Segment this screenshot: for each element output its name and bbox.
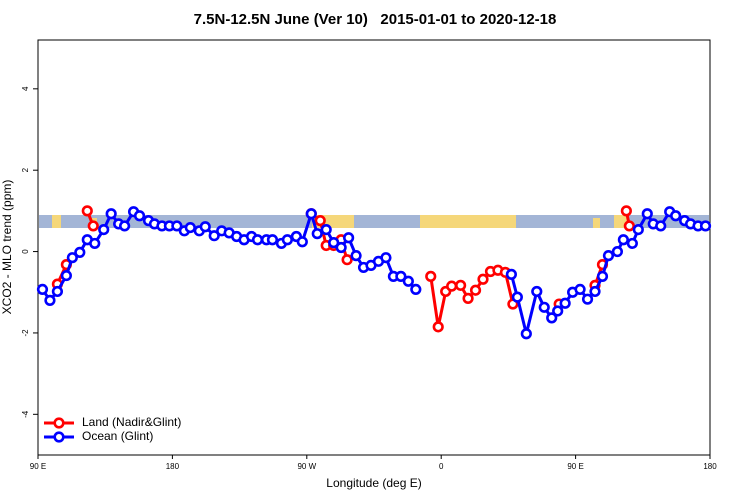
data-point	[380, 252, 392, 264]
data-point	[632, 223, 644, 236]
data-point	[505, 268, 517, 280]
data-point	[89, 237, 101, 250]
data-point	[589, 285, 601, 298]
data-point	[105, 208, 117, 220]
legend-label: Land (Nadir&Glint)	[82, 415, 181, 429]
data-point	[520, 328, 532, 340]
legend-marker	[53, 417, 65, 429]
data-point	[581, 293, 594, 305]
data-point	[36, 283, 49, 296]
data-point	[171, 220, 183, 232]
data-point	[602, 250, 615, 262]
land-band	[593, 218, 600, 228]
data-point	[596, 270, 609, 282]
data-point	[335, 241, 347, 254]
y-axis-label: XCO2 - MLO trend (ppm)	[0, 180, 14, 315]
data-point	[341, 254, 353, 266]
data-point	[446, 280, 458, 292]
data-point	[328, 237, 340, 249]
y-tick-label: 4	[21, 86, 30, 91]
data-point	[266, 234, 279, 246]
data-point	[81, 205, 93, 217]
data-point	[133, 210, 146, 222]
legend-marker	[53, 431, 65, 443]
data-point	[208, 230, 220, 242]
y-tick-label: -2	[21, 329, 30, 337]
data-point	[320, 223, 332, 236]
data-point	[410, 283, 422, 296]
data-point	[462, 292, 474, 304]
x-axis-label: Longitude (deg E)	[326, 476, 421, 490]
data-point	[44, 294, 56, 306]
legend: Land (Nadir&Glint)Ocean (Glint)	[44, 415, 181, 443]
data-point	[531, 285, 543, 298]
y-tick-label: 0	[21, 249, 30, 254]
data-point	[611, 245, 624, 258]
data-point	[432, 321, 444, 333]
data-point	[469, 284, 482, 296]
data-point	[305, 208, 317, 220]
x-tick-label: 90 E	[30, 462, 46, 471]
data-point	[66, 252, 78, 264]
data-point	[626, 237, 638, 250]
data-point	[296, 236, 308, 248]
data-point	[623, 220, 635, 232]
data-point	[51, 285, 64, 298]
data-point	[184, 221, 196, 234]
x-tick-label: 90 E	[567, 462, 583, 471]
data-point	[620, 205, 632, 217]
data-point	[199, 221, 211, 233]
data-point	[119, 220, 131, 232]
data-point	[343, 232, 355, 244]
data-point	[314, 215, 326, 227]
data-point	[617, 234, 629, 246]
y-tick-label: -4	[21, 410, 30, 418]
plot-frame	[37, 39, 711, 456]
data-point	[455, 279, 467, 291]
legend-label: Ocean (Glint)	[82, 429, 153, 443]
data-point	[552, 305, 564, 317]
data-point	[559, 297, 571, 309]
y-tick-label: 2	[21, 167, 30, 172]
data-point	[670, 210, 682, 222]
data-point	[87, 220, 99, 232]
data-point	[350, 250, 362, 262]
data-point	[538, 301, 550, 313]
x-tick-label: 180	[166, 462, 180, 471]
data-point	[574, 283, 586, 296]
data-point	[402, 275, 414, 287]
data-point	[251, 234, 264, 246]
data-point	[655, 220, 667, 232]
land-band	[52, 215, 61, 228]
data-point	[477, 273, 489, 285]
land-band	[420, 215, 516, 228]
data-point	[311, 228, 323, 240]
data-point	[546, 312, 558, 324]
chart-title: 7.5N-12.5N June (Ver 10) 2015-01-01 to 2…	[194, 11, 557, 28]
x-tick-label: 0	[439, 462, 444, 471]
data-point	[511, 291, 523, 303]
data-point	[281, 234, 293, 246]
data-point	[425, 270, 437, 282]
data-point	[74, 246, 86, 258]
x-tick-label: 90 W	[297, 462, 316, 471]
data-point	[641, 208, 653, 220]
data-point	[98, 223, 110, 236]
x-tick-label: 180	[703, 462, 717, 471]
data-point	[395, 270, 407, 282]
data-point	[699, 220, 712, 232]
data-point	[60, 269, 72, 282]
